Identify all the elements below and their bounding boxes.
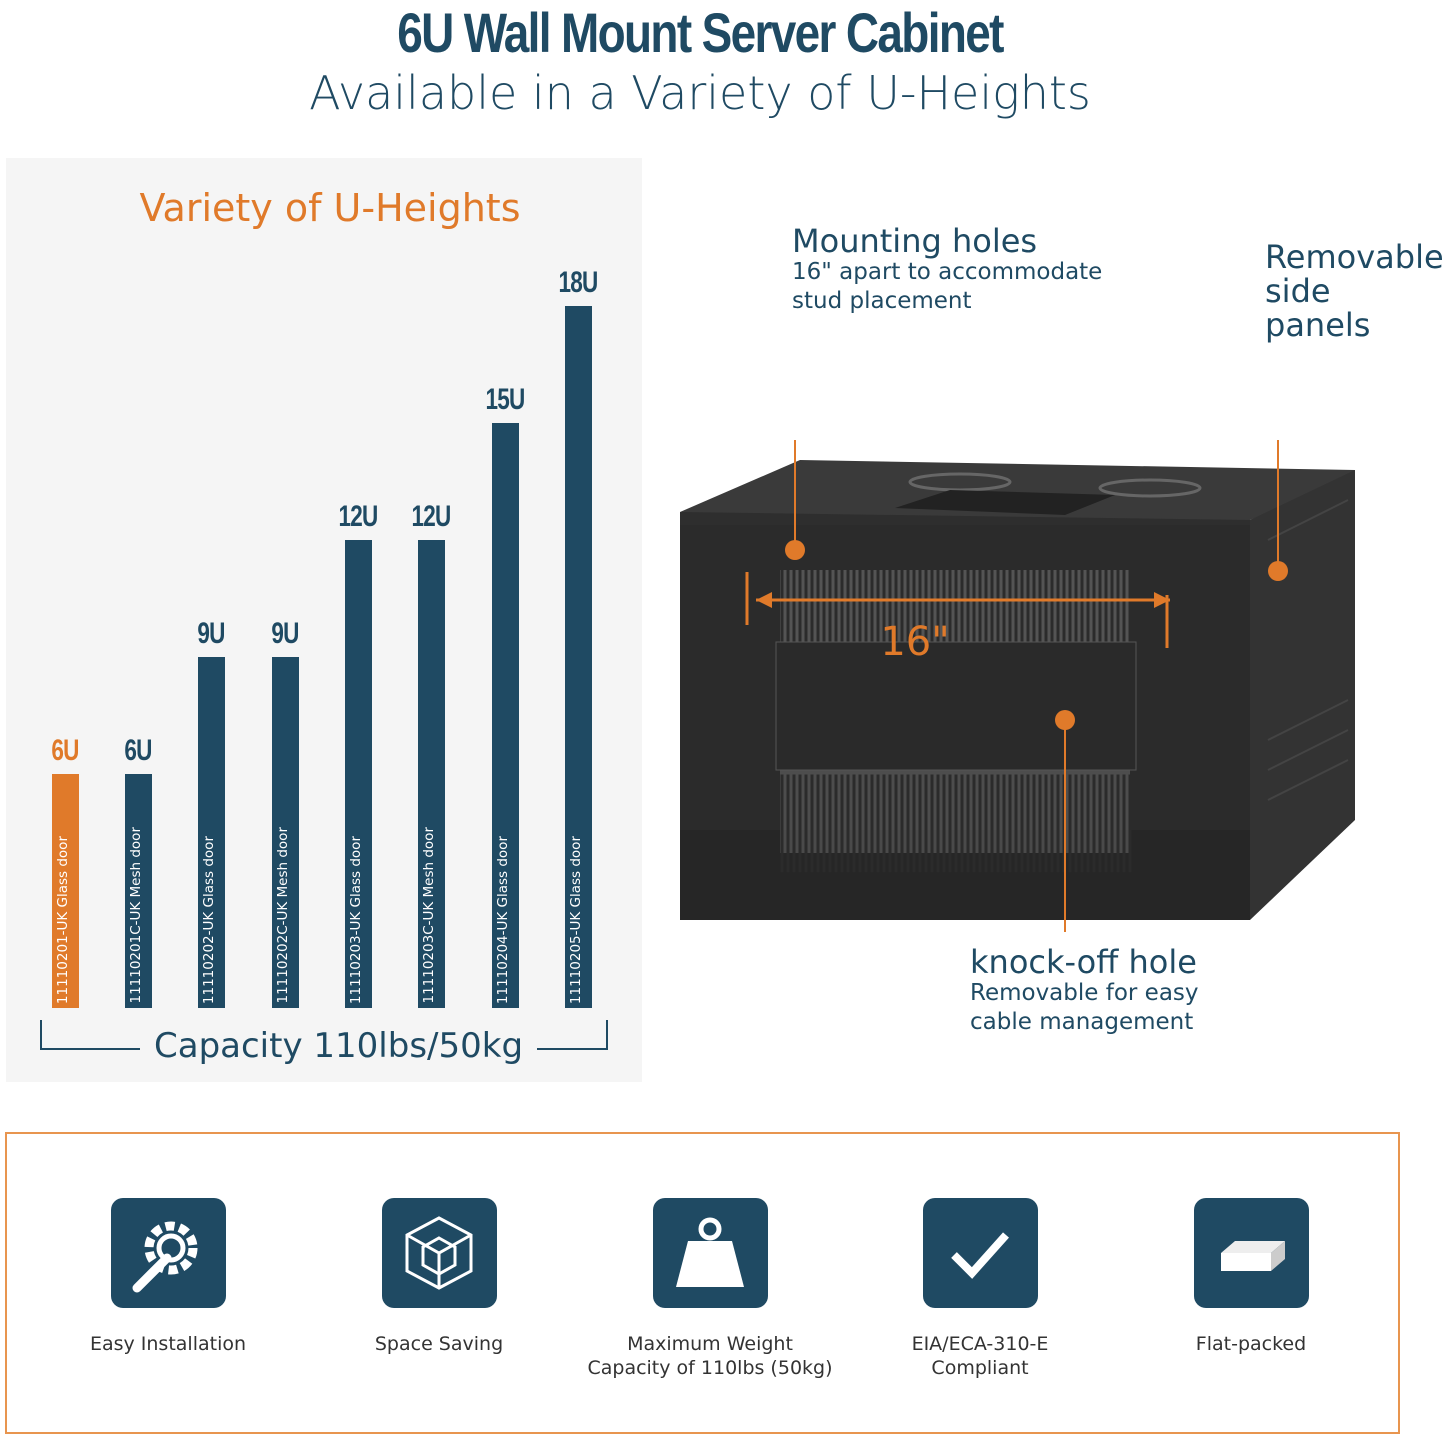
- feature-label: Maximum Weight Capacity of 110lbs (50kg): [580, 1332, 840, 1380]
- feature-item: Flat-packed: [1121, 1198, 1381, 1356]
- bar-category-label: 11110204-UK Glass door: [495, 835, 511, 1004]
- annotation-text: stud placement: [792, 288, 972, 314]
- bar: [272, 657, 299, 1008]
- annotation-text: Removable: [1265, 238, 1444, 276]
- bar-value-label: 6U: [51, 734, 79, 767]
- bar: [492, 423, 519, 1008]
- bar: [52, 774, 79, 1008]
- bar-category-label: 11110203-UK Glass door: [348, 835, 364, 1004]
- feature-label-line: Maximum Weight: [627, 1333, 793, 1355]
- feature-label-line: Flat-packed: [1195, 1333, 1307, 1355]
- chart-title: Variety of U-Heights: [139, 186, 521, 230]
- bar: [198, 657, 225, 1008]
- bar-value-label: 6U: [124, 734, 152, 767]
- annotation-mounting-holes: Mounting holes 16" apart to accommodate …: [792, 224, 1102, 316]
- capacity-label: Capacity 110lbs/50kg: [140, 1026, 538, 1066]
- bar-value-label: 9U: [271, 617, 299, 650]
- annotation-title: Mounting holes: [792, 222, 1038, 260]
- features-box: [5, 1132, 1400, 1434]
- feature-label-line: Space Saving: [374, 1333, 504, 1355]
- feature-item: Space Saving: [309, 1198, 569, 1356]
- bar-value-label: 15U: [485, 383, 525, 416]
- bar-category-label: 11110202C-UK Mesh door: [275, 827, 291, 1004]
- bar-value-label: 12U: [411, 500, 451, 533]
- bar-category-label: 11110201C-UK Mesh door: [128, 827, 144, 1004]
- feature-label: EIA/ECA-310-E Compliant: [850, 1332, 1110, 1380]
- feature-label: Flat-packed: [1121, 1332, 1381, 1356]
- annotation-text: cable management: [970, 1009, 1194, 1035]
- bar-category-label: 11110201-UK Glass door: [55, 835, 71, 1004]
- annotation-text: Removable for easy: [970, 980, 1199, 1006]
- feature-label-line: EIA/ECA-310-E: [911, 1333, 1049, 1355]
- flat-box-icon: [1193, 1198, 1309, 1308]
- dimension-label: 16": [880, 619, 949, 665]
- bar: [125, 774, 152, 1008]
- bar-value-label: 9U: [197, 617, 225, 650]
- cube-icon: [381, 1198, 497, 1308]
- bar: [418, 540, 445, 1008]
- gear-wrench-icon: [110, 1198, 226, 1308]
- bar-value-label: 18U: [558, 266, 598, 299]
- annotation-knock-off-hole: knock-off hole Removable for easy cable …: [970, 945, 1199, 1037]
- feature-label: Easy Installation: [38, 1332, 298, 1356]
- annotation-side-panels: Removable side panels: [1265, 240, 1445, 342]
- feature-label-line: Capacity of 110lbs (50kg): [587, 1357, 833, 1379]
- feature-label-line: Easy Installation: [89, 1333, 247, 1355]
- feature-item: Easy Installation: [38, 1198, 298, 1356]
- server-cabinet-image: 16": [680, 440, 1355, 932]
- weight-icon: [652, 1198, 768, 1308]
- page-title: 6U Wall Mount Server Cabinet: [397, 1, 1004, 64]
- feature-label: Space Saving: [309, 1332, 569, 1356]
- bar: [345, 540, 372, 1008]
- bar-category-label: 11110202-UK Glass door: [201, 835, 217, 1004]
- feature-label-line: Compliant: [931, 1357, 1029, 1379]
- page-subtitle: Available in a Variety of U-Heights: [309, 66, 1091, 120]
- checkmark-icon: [922, 1198, 1038, 1308]
- annotation-title: knock-off hole: [970, 943, 1197, 981]
- feature-item: Maximum Weight Capacity of 110lbs (50kg): [580, 1198, 840, 1380]
- bar-category-label: 11110205-UK Glass door: [568, 835, 584, 1004]
- bar-category-label: 11110203C-UK Mesh door: [421, 827, 437, 1004]
- bar: [565, 306, 592, 1008]
- annotation-text: 16" apart to accommodate: [792, 259, 1103, 285]
- annotation-text: side panels: [1265, 272, 1371, 344]
- chart-panel: [6, 158, 642, 1082]
- feature-item: EIA/ECA-310-E Compliant: [850, 1198, 1110, 1380]
- bar-value-label: 12U: [338, 500, 378, 533]
